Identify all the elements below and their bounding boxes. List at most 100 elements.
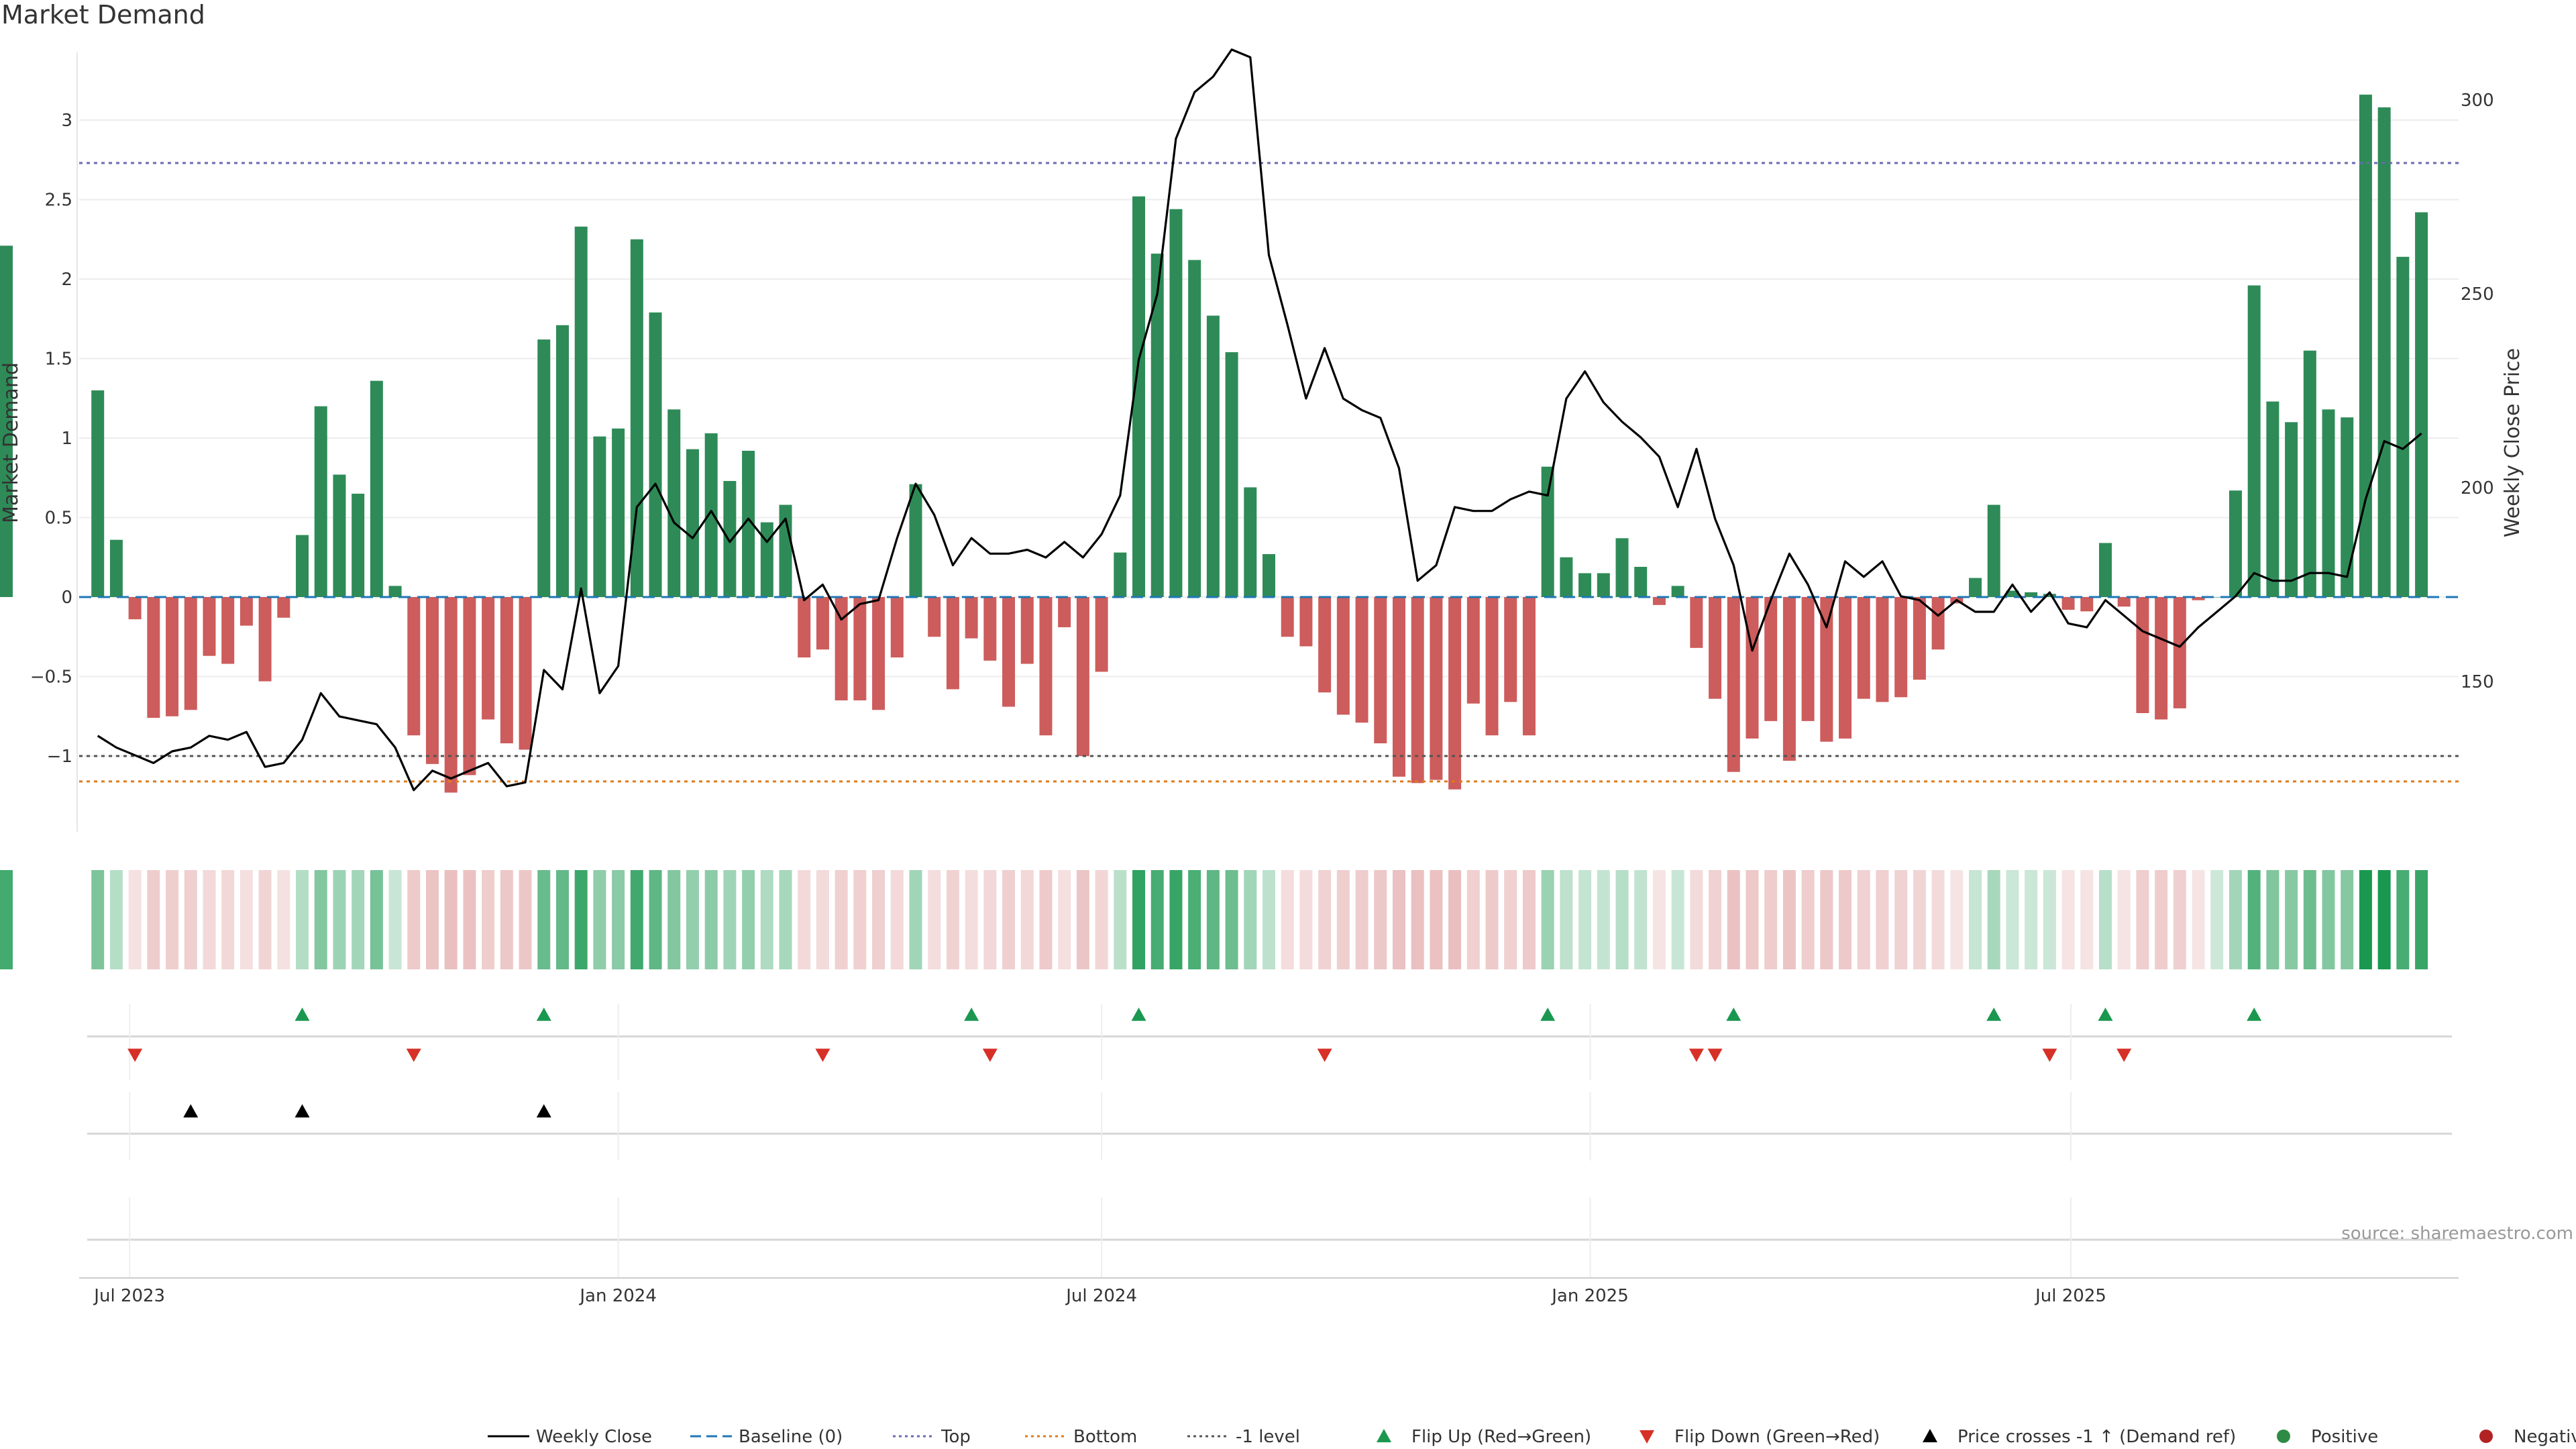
heat-cell bbox=[370, 870, 383, 969]
heat-cell bbox=[1671, 870, 1684, 969]
flip-up-marker bbox=[294, 1008, 310, 1021]
heat-cell bbox=[742, 870, 755, 969]
heat-cell bbox=[909, 870, 922, 969]
heat-cell bbox=[798, 870, 811, 969]
demand-bar bbox=[1485, 597, 1499, 736]
heat-cell bbox=[1095, 870, 1108, 969]
x-tick-label: Jan 2024 bbox=[578, 1286, 657, 1306]
legend-swatch-triangle-up bbox=[1923, 1429, 1937, 1442]
demand-bar bbox=[426, 597, 439, 764]
demand-bar bbox=[1039, 597, 1053, 736]
heat-cell bbox=[1058, 870, 1071, 969]
demand-bar bbox=[1764, 597, 1778, 721]
demand-bars bbox=[0, 95, 2428, 793]
demand-bar bbox=[574, 226, 588, 597]
heat-cell bbox=[2006, 870, 2019, 969]
legend-label: Weekly Close bbox=[536, 1427, 652, 1447]
heat-cell bbox=[593, 870, 606, 969]
demand-bar bbox=[686, 449, 699, 597]
flip-down-marker bbox=[815, 1049, 830, 1062]
heat-cell bbox=[184, 870, 197, 969]
heat-cell bbox=[2173, 870, 2186, 969]
y-tick-label: 2 bbox=[61, 270, 72, 290]
heat-cell bbox=[1002, 870, 1016, 969]
y-right-tick-label: 250 bbox=[2461, 284, 2494, 305]
demand-bar bbox=[1448, 597, 1462, 790]
demand-bar bbox=[2006, 590, 2019, 597]
demand-bar bbox=[2377, 107, 2391, 598]
demand-bar bbox=[928, 597, 941, 637]
heat-cell bbox=[965, 870, 978, 969]
heat-cell bbox=[1709, 870, 1722, 969]
heat-cell bbox=[388, 870, 402, 969]
heat-cell bbox=[2377, 870, 2391, 969]
demand-bar bbox=[1132, 196, 1146, 597]
heat-cell bbox=[1894, 870, 1908, 969]
demand-bar bbox=[2266, 401, 2279, 597]
heat-cell bbox=[2341, 870, 2354, 969]
demand-bar bbox=[1913, 597, 1926, 680]
demand-bar bbox=[314, 406, 327, 597]
heat-cell bbox=[2266, 870, 2279, 969]
heat-cell bbox=[147, 870, 160, 969]
demand-bar bbox=[277, 597, 290, 618]
heat-cell bbox=[1987, 870, 2000, 969]
demand-bar bbox=[2025, 592, 2038, 597]
demand-bar bbox=[184, 597, 197, 710]
y-tick-label: −0.5 bbox=[30, 667, 72, 688]
heat-cell bbox=[1931, 870, 1945, 969]
demand-bar bbox=[352, 493, 365, 597]
heat-cell bbox=[835, 870, 848, 969]
legend-label: Top bbox=[941, 1427, 971, 1447]
y-tick-label: 0.5 bbox=[45, 508, 72, 529]
demand-bar bbox=[1020, 597, 1034, 664]
demand-bar bbox=[519, 597, 532, 750]
axes: −1 −0.5 0 0.5 1 1.5 2 2.5 3 150 200 250 300 bbox=[30, 52, 2494, 832]
demand-bar bbox=[91, 390, 105, 597]
heat-cell bbox=[555, 870, 569, 969]
demand-bar bbox=[1355, 597, 1368, 723]
demand-bar bbox=[593, 436, 606, 597]
heat-cell bbox=[704, 870, 718, 969]
heat-cell bbox=[2303, 870, 2316, 969]
heat-cell bbox=[1355, 870, 1368, 969]
heat-cell bbox=[1485, 870, 1499, 969]
demand-bar bbox=[1169, 209, 1183, 598]
heat-cell bbox=[1318, 870, 1332, 969]
heat-cell bbox=[1764, 870, 1778, 969]
heat-cell bbox=[1336, 870, 1350, 969]
demand-bar bbox=[2247, 285, 2261, 597]
heat-cell bbox=[1801, 870, 1815, 969]
heat-cell bbox=[500, 870, 513, 969]
flip-up-marker bbox=[1726, 1008, 1741, 1021]
demand-bar bbox=[537, 339, 551, 597]
heat-cell bbox=[1820, 870, 1833, 969]
demand-bar bbox=[1746, 597, 1759, 739]
heat-cell bbox=[2210, 870, 2224, 969]
demand-bar bbox=[555, 325, 569, 597]
demand-bar bbox=[872, 597, 885, 710]
demand-bar bbox=[835, 597, 848, 701]
heat-cell bbox=[2415, 870, 2428, 969]
demand-bar bbox=[1690, 597, 1703, 648]
flip-up-marker bbox=[536, 1008, 551, 1021]
heat-cell bbox=[667, 870, 681, 969]
heat-cell bbox=[91, 870, 105, 969]
legend-item: Price crosses -1 ↑ (Demand ref) bbox=[1923, 1427, 2236, 1447]
legend-label: Bottom bbox=[1073, 1427, 1137, 1447]
legend-item: -1 level bbox=[1187, 1427, 1300, 1447]
source-note: source: sharemaestro.com bbox=[2341, 1224, 2573, 1244]
price-line-group bbox=[97, 48, 2422, 792]
heat-cell bbox=[612, 870, 625, 969]
heat-cell bbox=[1039, 870, 1053, 969]
demand-bar bbox=[1652, 597, 1666, 605]
y-tick-label: 3 bbox=[61, 111, 72, 131]
demand-bar bbox=[1411, 597, 1424, 784]
demand-bar bbox=[1263, 554, 1275, 597]
demand-bar bbox=[1839, 597, 1852, 739]
y-tick-label: −1 bbox=[47, 747, 72, 767]
heat-cell bbox=[296, 870, 309, 969]
demand-bar bbox=[1931, 597, 1945, 650]
heat-cell bbox=[2322, 870, 2335, 969]
